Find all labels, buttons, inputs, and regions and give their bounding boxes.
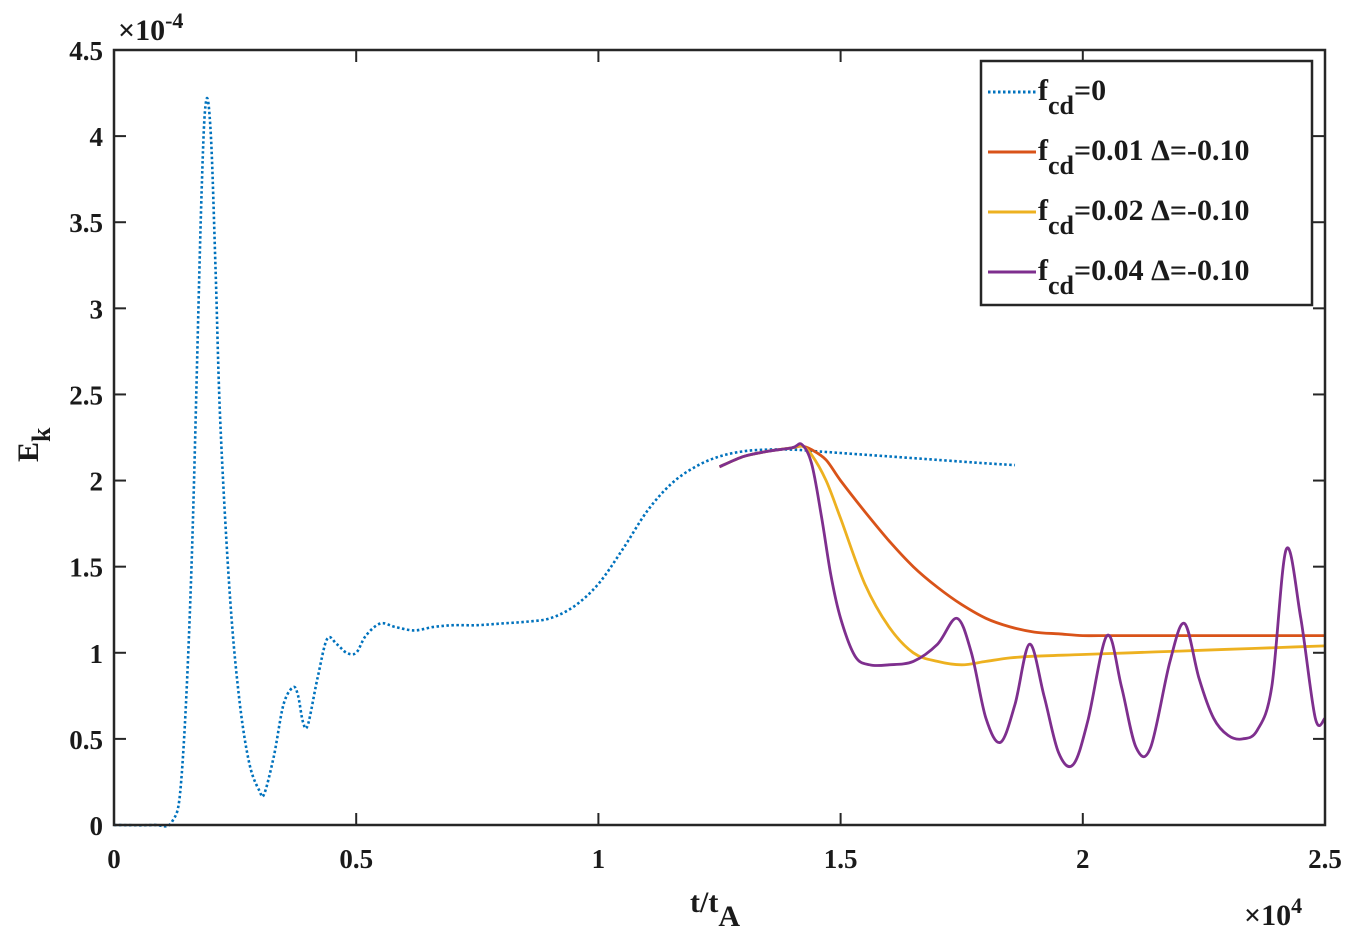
x-tick-label: 0.5 <box>339 844 373 874</box>
legend-label: fcd=0.04 Δ=-0.10 <box>1038 254 1250 300</box>
y-tick-label: 4.5 <box>69 36 103 66</box>
x-multiplier: ×104 <box>1244 893 1302 932</box>
y-tick-label: 4 <box>90 122 104 152</box>
y-multiplier: ×10-4 <box>118 8 183 47</box>
y-tick-label: 3 <box>90 294 104 324</box>
y-axis-label: Ek <box>12 427 56 462</box>
plot-frame <box>112 48 1327 827</box>
legend-label: fcd=0 <box>1038 74 1106 120</box>
y-tick-label: 1 <box>90 639 104 669</box>
x-axis-label: t/tA <box>690 886 740 933</box>
y-tick-label: 0.5 <box>69 725 103 755</box>
y-tick-label: 1.5 <box>69 553 103 583</box>
series-line-0 <box>113 96 1016 828</box>
series-layer <box>113 96 1327 828</box>
tick-labels: 0 0.5 1 1.5 2 2.5 0 0.5 1 1.5 2 2.5 3 3.5 4 4.5 <box>69 36 1342 874</box>
y-tick-label: 2.5 <box>69 380 103 410</box>
y-tick-label: 0 <box>90 811 104 841</box>
x-tick-label: 2.5 <box>1308 844 1342 874</box>
y-tick-label: 2 <box>90 467 104 497</box>
x-tick-label: 2 <box>1076 844 1090 874</box>
series-line-3 <box>718 442 1327 768</box>
y-tick-label: 3.5 <box>69 208 103 238</box>
x-tick-label: 1 <box>592 844 606 874</box>
x-tick-label: 0 <box>107 844 121 874</box>
legend-label: fcd=0.01 Δ=-0.10 <box>1038 134 1250 180</box>
legend-box <box>979 59 1314 307</box>
legend-label: fcd=0.02 Δ=-0.10 <box>1038 194 1250 240</box>
x-tick-label: 1.5 <box>824 844 858 874</box>
legend: fcd=0 fcd=0.01 Δ=-0.10 fcd=0.02 Δ=-0.10 fcd… <box>979 59 1314 307</box>
